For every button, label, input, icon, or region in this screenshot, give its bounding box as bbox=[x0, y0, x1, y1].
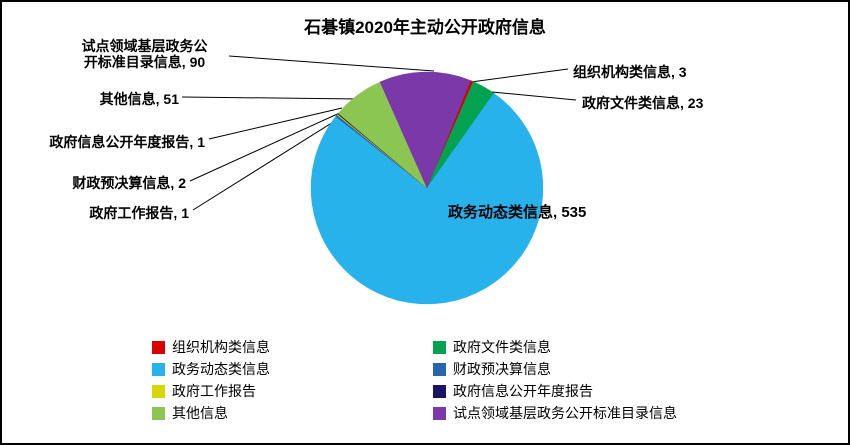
legend-swatch-icon bbox=[152, 362, 165, 376]
pie-slices bbox=[310, 71, 544, 305]
legend-item: 组织机构类信息 bbox=[152, 338, 433, 356]
legend-item: 政府信息公开年度报告 bbox=[433, 382, 677, 400]
leader-lines bbox=[181, 55, 577, 211]
legend-item: 财政预决算信息 bbox=[433, 360, 677, 378]
legend-swatch-icon bbox=[152, 340, 165, 354]
legend-label: 政府工作报告 bbox=[172, 383, 256, 399]
leader-line-caizheng bbox=[189, 110, 345, 182]
pie-slice-8 bbox=[379, 71, 471, 189]
chart-title: 石碁镇2020年主动公开政府信息 bbox=[304, 18, 546, 37]
leader-line-wenjian bbox=[491, 91, 577, 101]
legend-swatch-icon bbox=[433, 384, 446, 398]
pie-slice-3 bbox=[310, 92, 544, 305]
label-wenjian: 政府文件类信息, 23 bbox=[582, 95, 704, 111]
label-qita: 其他信息, 51 bbox=[99, 91, 179, 107]
legend-label: 政府信息公开年度报告 bbox=[453, 383, 593, 399]
legend-item: 其他信息 bbox=[152, 404, 433, 422]
leader-line-shidian bbox=[228, 55, 435, 72]
legend-swatch-icon bbox=[433, 340, 446, 354]
legend-label: 政府文件类信息 bbox=[453, 339, 551, 355]
label-gongzuo: 政府工作报告, 1 bbox=[89, 205, 189, 221]
leader-line-qita bbox=[181, 96, 361, 100]
legend-swatch-icon bbox=[152, 384, 165, 398]
legend-item: 政务动态类信息 bbox=[152, 360, 433, 378]
legend-label: 试点领域基层政务公开标准目录信息 bbox=[453, 405, 677, 421]
legend-label: 政务动态类信息 bbox=[172, 361, 270, 377]
leader-line-niandu bbox=[208, 107, 343, 140]
legend: 组织机构类信息 政府文件类信息 政务动态类信息 财政预决算信息 政府工作报告 政… bbox=[152, 338, 677, 422]
legend-item: 试点领域基层政务公开标准目录信息 bbox=[433, 404, 677, 422]
label-niandu: 政府信息公开年度报告, 1 bbox=[49, 134, 205, 150]
label-zuzhi: 组织机构类信息, 3 bbox=[573, 64, 687, 80]
legend-label: 其他信息 bbox=[172, 405, 228, 421]
legend-swatch-icon bbox=[433, 406, 446, 420]
legend-swatch-icon bbox=[152, 406, 165, 420]
label-shidian: 试点领域基层政务公 开标准目录信息, 90 bbox=[81, 38, 208, 70]
legend-label: 财政预决算信息 bbox=[453, 361, 551, 377]
label-caizheng: 财政预决算信息, 2 bbox=[72, 175, 186, 191]
leader-line-zuzhi bbox=[470, 68, 569, 83]
leader-line-gongzuo bbox=[192, 113, 347, 211]
label-dongtai: 政务动态类信息, 535 bbox=[448, 204, 587, 221]
legend-swatch-icon bbox=[433, 362, 446, 376]
legend-label: 组织机构类信息 bbox=[172, 339, 270, 355]
legend-item: 政府工作报告 bbox=[152, 382, 433, 400]
legend-item: 政府文件类信息 bbox=[433, 338, 677, 356]
